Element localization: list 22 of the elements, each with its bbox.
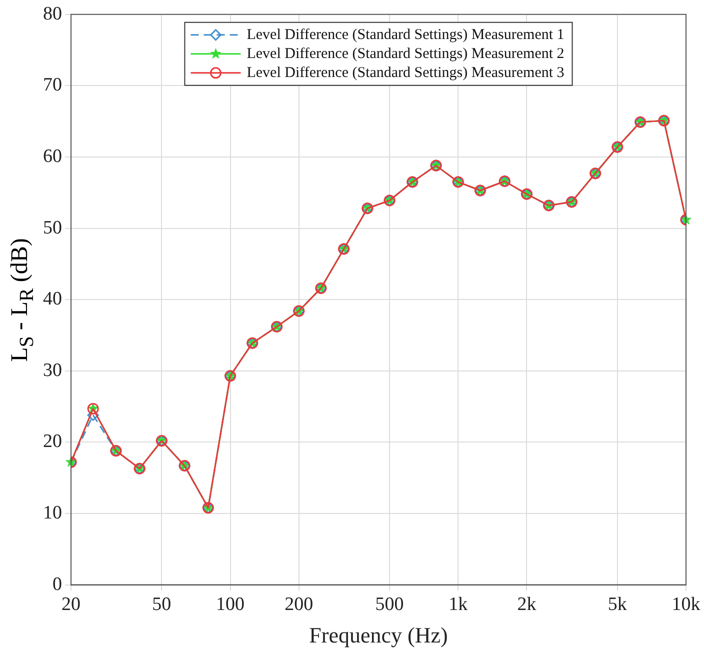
- y-tick-label: 50: [43, 217, 62, 238]
- y-tick-label: 40: [43, 288, 62, 310]
- x-tick-label: 2k: [517, 594, 537, 616]
- x-tick-label: 20: [62, 594, 80, 616]
- y-tick-label: 20: [43, 431, 62, 452]
- x-tick-label: 5k: [608, 594, 628, 616]
- x-tick-label: 500: [375, 594, 404, 616]
- y-tick-label: 0: [52, 574, 62, 595]
- y-tick-label: 30: [43, 360, 62, 381]
- x-axis-title: Frequency (Hz): [309, 622, 448, 648]
- legend-label: Level Difference (Standard Settings) Measurement 1: [246, 26, 564, 43]
- legend-label: Level Difference (Standard Settings) Measurement 3: [246, 64, 564, 81]
- x-tick-label: 100: [216, 594, 245, 616]
- x-tick-label: 200: [284, 594, 314, 616]
- y-tick-label: 80: [43, 3, 62, 24]
- x-tick-label: 50: [152, 594, 172, 616]
- y-tick-label: 70: [43, 74, 62, 96]
- y-tick-label: 10: [43, 502, 62, 524]
- y-tick-label: 60: [43, 146, 62, 167]
- x-tick-label: 1k: [448, 594, 468, 616]
- x-tick-label: 10k: [672, 594, 701, 616]
- legend-label: Level Difference (Standard Settings) Measurement 2: [246, 46, 564, 62]
